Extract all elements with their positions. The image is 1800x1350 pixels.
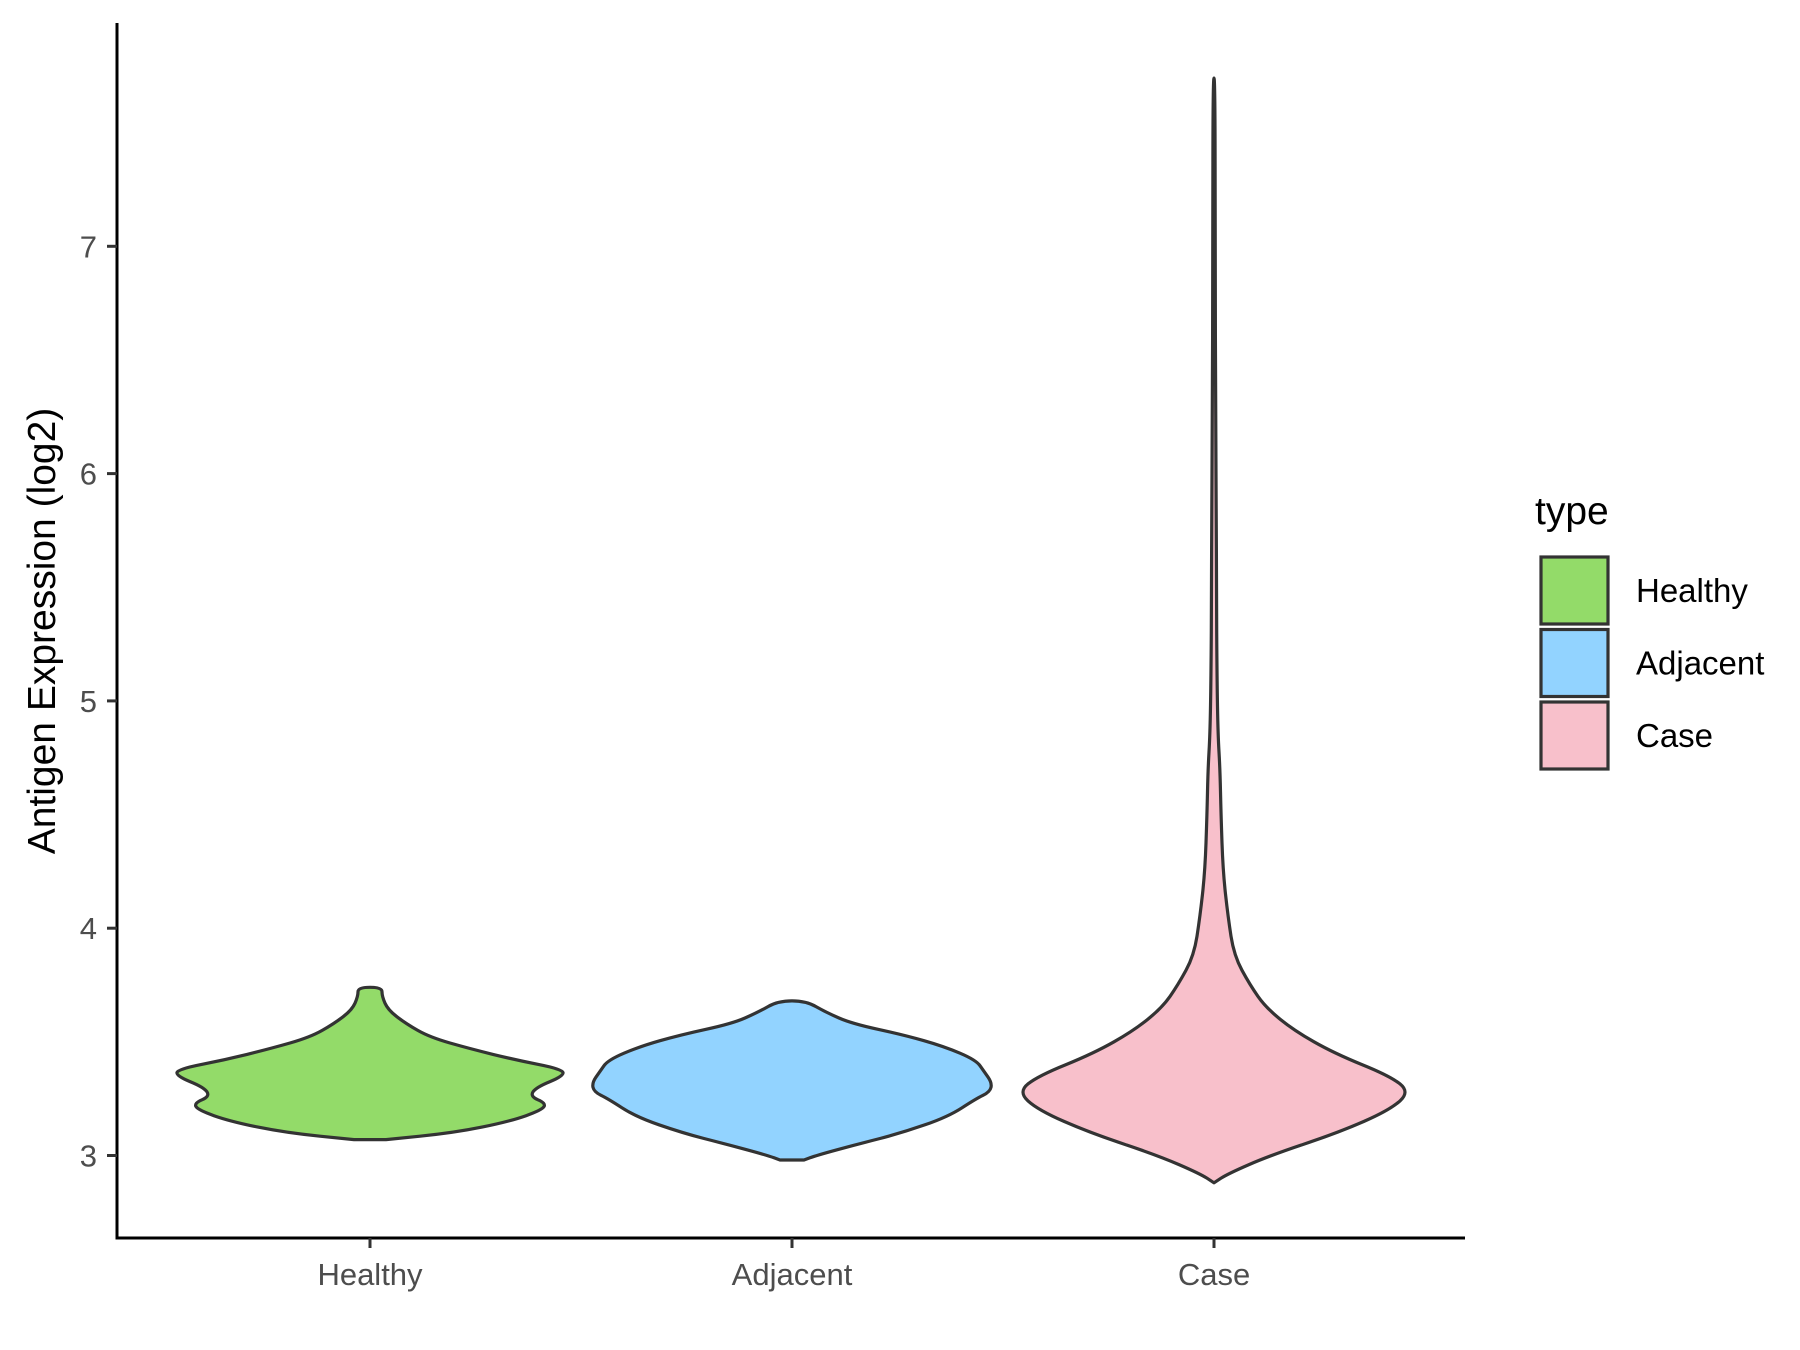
x-tick-label-healthy: Healthy <box>317 1257 423 1292</box>
legend-title: type <box>1535 490 1609 533</box>
legend-label-adjacent: Adjacent <box>1636 645 1764 682</box>
y-tick-label-5: 5 <box>80 684 97 719</box>
x-tick-label-case: Case <box>1178 1257 1250 1292</box>
legend-label-case: Case <box>1636 717 1713 754</box>
y-tick-label-7: 7 <box>80 229 97 264</box>
legend-swatch-case <box>1539 700 1610 771</box>
legend-label-healthy: Healthy <box>1636 572 1748 609</box>
violin-adjacent <box>591 999 993 1162</box>
y-axis-title: Antigen Expression (log2) <box>21 408 64 855</box>
y-tick-label-4: 4 <box>80 911 97 946</box>
y-tick-label-6: 6 <box>80 457 97 492</box>
legend-swatch-adjacent <box>1539 627 1610 699</box>
x-tick-label-adjacent: Adjacent <box>732 1257 853 1292</box>
legend-swatch-healthy <box>1539 555 1610 626</box>
y-tick-label-3: 3 <box>80 1139 97 1174</box>
axes: 3 4 5 6 7 Healthy Adjacent Case <box>80 23 1465 1292</box>
violin-case <box>1021 76 1407 1185</box>
violin-healthy <box>175 985 565 1142</box>
violin-layer <box>175 76 1407 1185</box>
legend: type Healthy Adjacent Case <box>1535 490 1764 771</box>
